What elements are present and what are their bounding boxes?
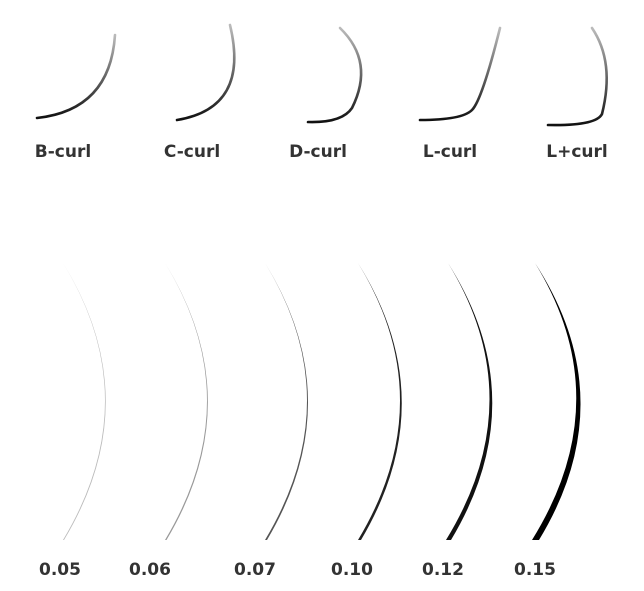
thickness-label: 0.10 — [331, 560, 373, 580]
curl-shapes — [35, 23, 608, 127]
curl-label: L+curl — [546, 142, 607, 162]
lash-0-07 — [265, 263, 309, 540]
lash-0-10 — [358, 263, 402, 540]
thickness-labels: 0.05 0.06 0.07 0.10 0.12 0.15 — [39, 560, 556, 580]
thickness-label: 0.15 — [514, 560, 556, 580]
lash-0-05 — [63, 263, 106, 540]
d-curl-shape — [306, 26, 363, 124]
thickness-shapes — [63, 263, 581, 540]
lash-0-15 — [532, 263, 581, 540]
c-curl-shape — [175, 23, 236, 122]
thickness-label: 0.07 — [234, 560, 276, 580]
lash-0-06 — [165, 263, 208, 540]
lash-0-12 — [446, 263, 493, 540]
thickness-label: 0.05 — [39, 560, 81, 580]
curl-label: C-curl — [164, 142, 220, 162]
b-curl-shape — [35, 33, 117, 120]
thickness-label: 0.06 — [129, 560, 171, 580]
curl-label: L-curl — [423, 142, 477, 162]
curl-label: D-curl — [289, 142, 347, 162]
l-plus-curl-shape — [546, 26, 608, 127]
thickness-label: 0.12 — [422, 560, 464, 580]
l-curl-shape — [418, 26, 502, 122]
curl-label: B-curl — [35, 142, 91, 162]
curl-labels: B-curl C-curl D-curl L-curl L+curl — [35, 142, 608, 162]
